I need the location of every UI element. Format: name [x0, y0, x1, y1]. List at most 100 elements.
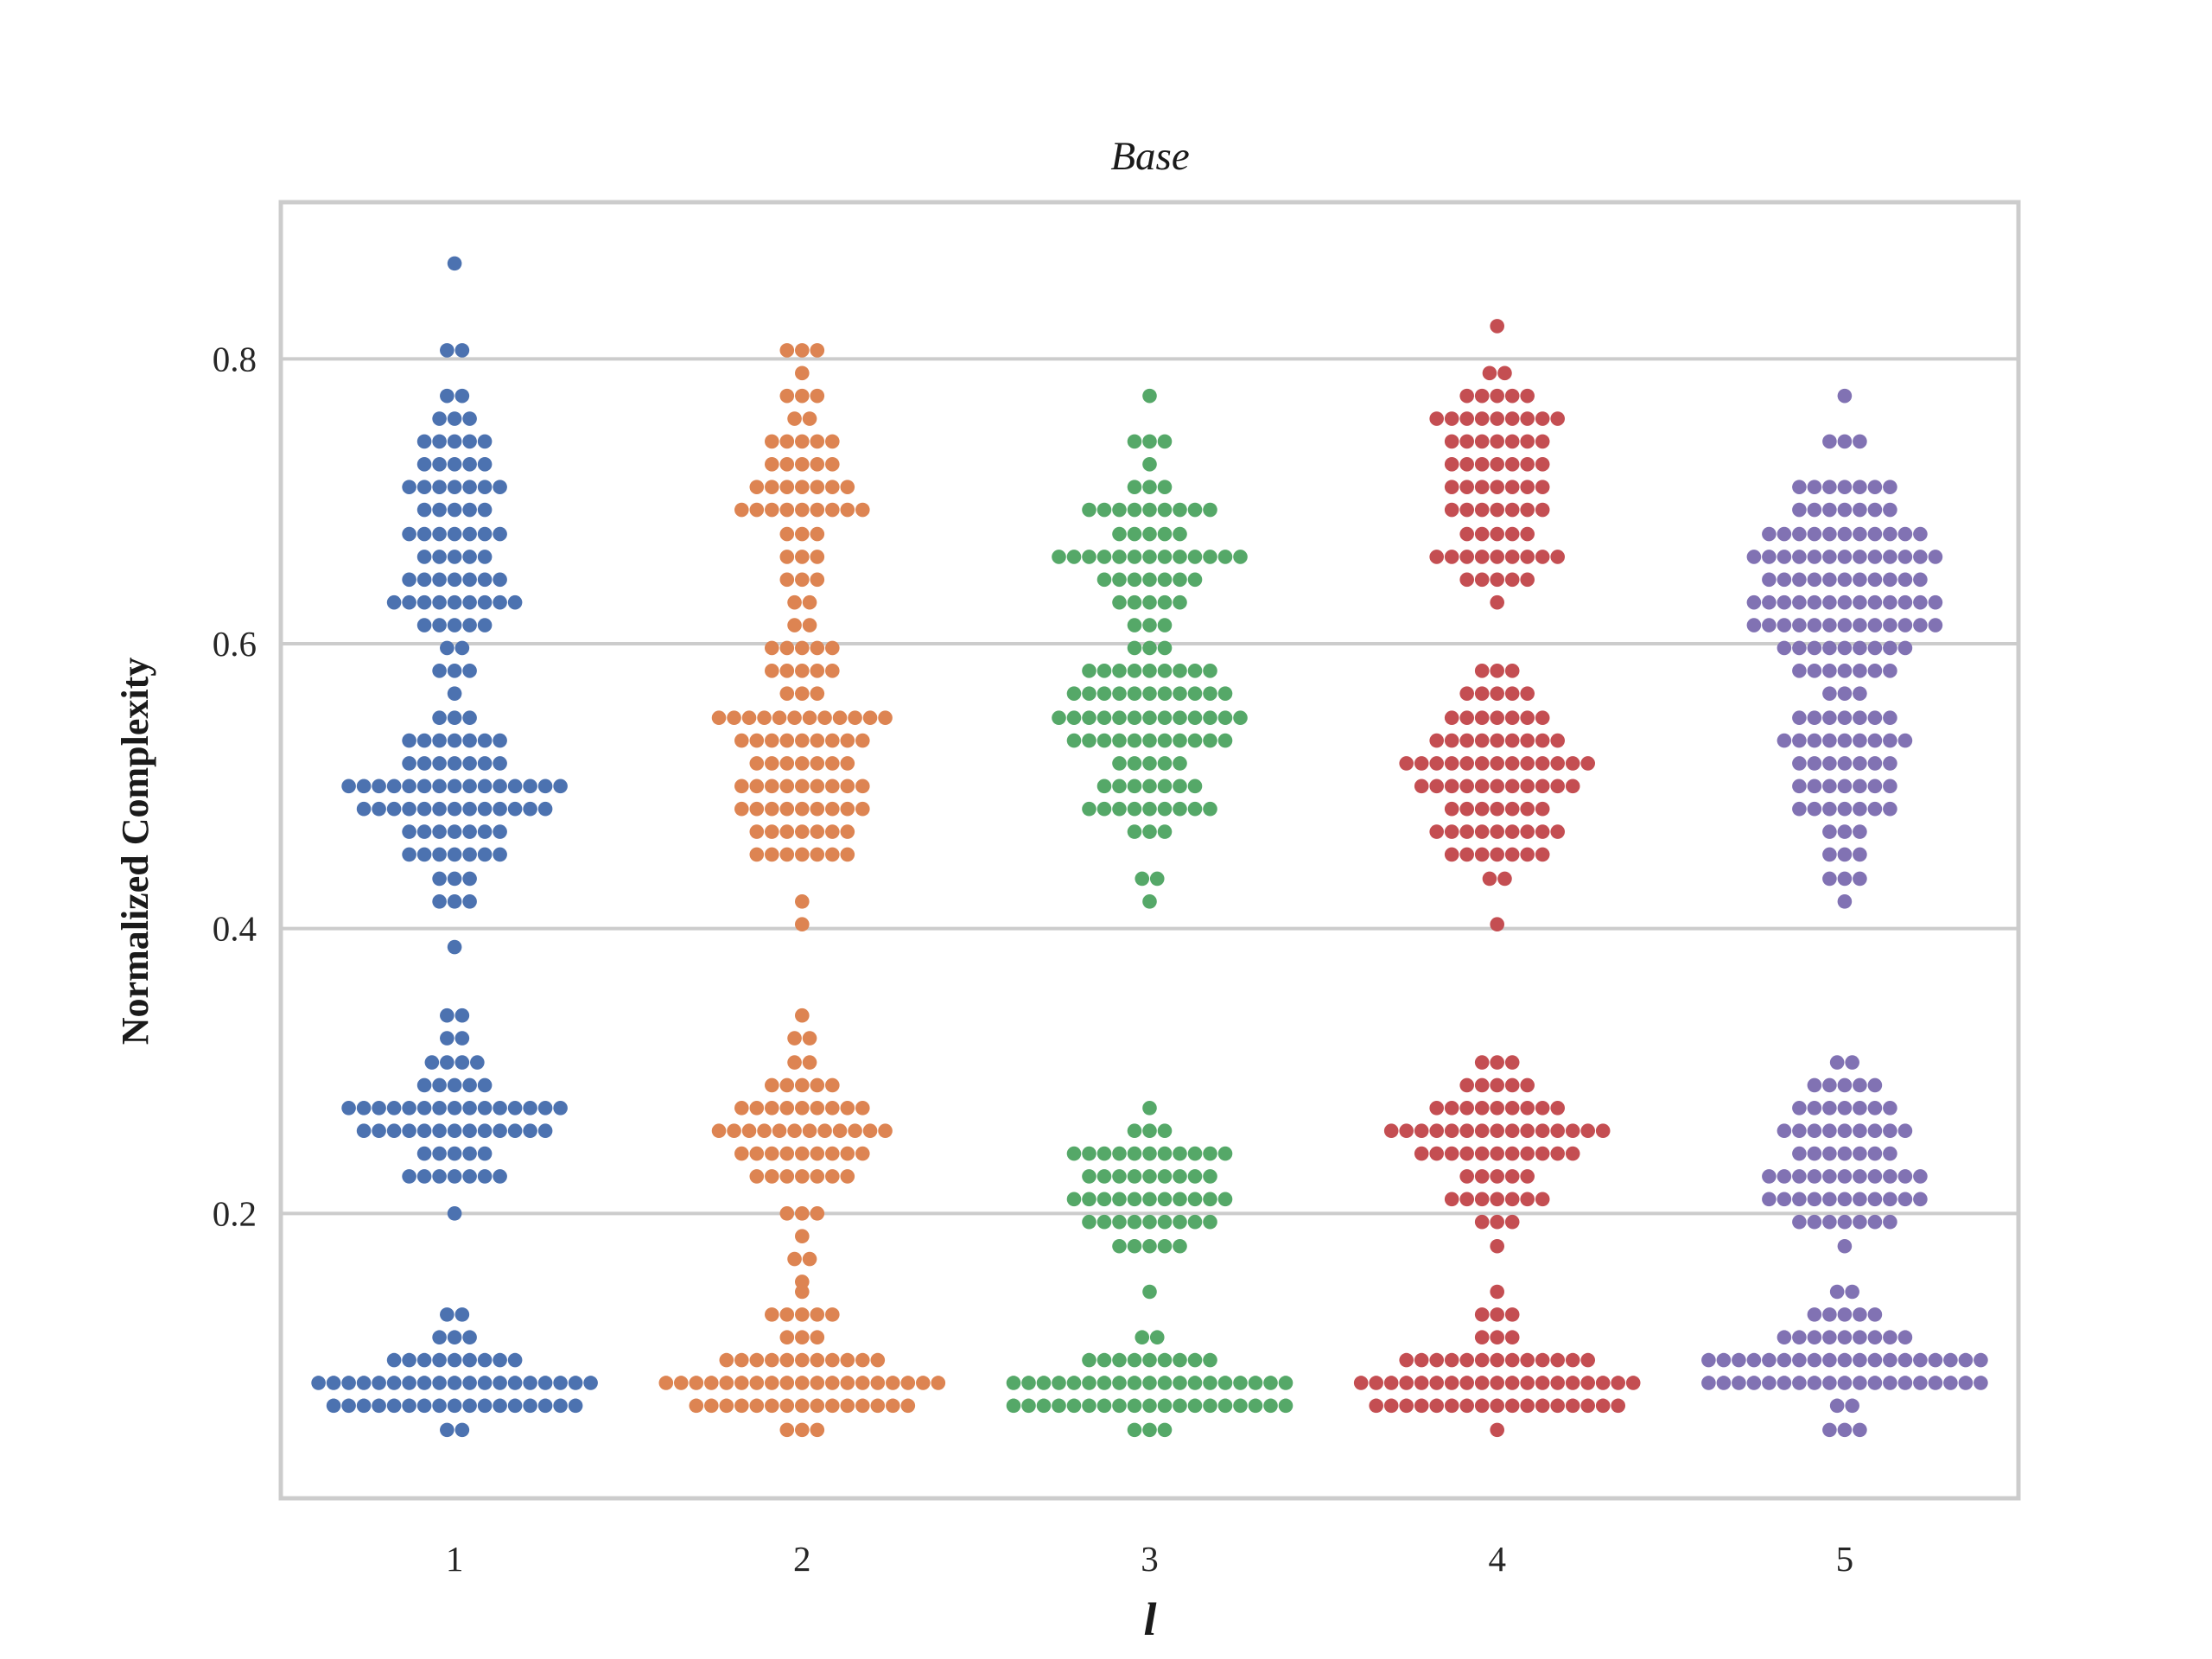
- swarm-point: [1822, 618, 1837, 632]
- swarm-point: [1142, 710, 1157, 726]
- swarm-point: [1036, 1398, 1052, 1414]
- swarm-point: [1807, 1330, 1822, 1345]
- swarm-point: [779, 779, 795, 794]
- swarm-point: [1565, 1123, 1580, 1139]
- swarm-point: [886, 1376, 900, 1390]
- swarm-point: [1867, 572, 1883, 588]
- swarm-point: [1096, 710, 1112, 726]
- swarm-point: [537, 1398, 553, 1414]
- swarm-point: [810, 343, 825, 358]
- swarm-point: [1459, 456, 1474, 472]
- swarm-point: [454, 1007, 470, 1023]
- swarm-point: [772, 710, 787, 726]
- swarm-point: [765, 847, 779, 862]
- swarm-point: [402, 1352, 416, 1368]
- swarm-point: [765, 1398, 779, 1414]
- swarm-point: [1807, 1123, 1822, 1139]
- swarm-point: [1157, 1169, 1173, 1184]
- swarm-point: [440, 1422, 454, 1438]
- swarm-point: [1883, 1169, 1897, 1184]
- swarm-point: [1444, 1192, 1459, 1207]
- swarm-point: [1897, 1169, 1913, 1184]
- swarm-point: [1217, 1398, 1233, 1414]
- swarm-point: [1853, 847, 1867, 862]
- swarm-point: [1459, 502, 1474, 518]
- swarm-point: [878, 710, 893, 726]
- swarm-point: [1142, 1169, 1157, 1184]
- swarm-point: [447, 756, 462, 771]
- swarm-point: [1490, 1123, 1504, 1139]
- swarm-point: [1203, 733, 1217, 748]
- swarm-point: [1278, 1376, 1294, 1390]
- swarm-point: [1187, 1146, 1203, 1161]
- swarm-point: [1157, 824, 1173, 839]
- swarm-point: [825, 1169, 840, 1184]
- swarm-point: [462, 594, 477, 610]
- swarm-point: [477, 824, 493, 839]
- swarm-point: [1490, 502, 1504, 518]
- swarm-point: [1490, 664, 1504, 678]
- swarm-point: [1777, 1376, 1792, 1390]
- swarm-point: [749, 847, 765, 862]
- swarm-point: [1504, 550, 1520, 564]
- swarm-point: [1112, 733, 1127, 748]
- swarm-point: [1278, 1398, 1294, 1414]
- swarm-point: [1867, 1123, 1883, 1139]
- swarm-point: [416, 526, 432, 542]
- swarm-point: [462, 572, 477, 588]
- swarm-point: [341, 1376, 356, 1390]
- swarm-point: [1792, 1352, 1807, 1368]
- swarm-point: [1444, 733, 1459, 748]
- swarm-point: [810, 1101, 825, 1116]
- swarm-point: [462, 871, 477, 887]
- swarm-point: [1746, 594, 1762, 610]
- swarm-point: [1429, 411, 1444, 426]
- swarm-point: [1822, 1330, 1837, 1345]
- swarm-point: [1550, 1101, 1565, 1116]
- swarm-point: [1535, 1398, 1550, 1414]
- swarm-point: [1762, 550, 1777, 564]
- swarm-point: [1845, 1398, 1859, 1414]
- swarm-point: [432, 1330, 447, 1345]
- swarm-point: [825, 801, 840, 817]
- swarm-point: [1429, 1376, 1444, 1390]
- swarm-point: [1474, 526, 1490, 542]
- swarm-point: [1444, 756, 1459, 771]
- swarm-point: [810, 502, 825, 518]
- swarm-point: [1792, 1169, 1807, 1184]
- swarm-point: [1474, 1192, 1490, 1207]
- swarm-point: [1127, 733, 1142, 748]
- swarm-point: [454, 1031, 470, 1046]
- swarm-point: [810, 1206, 825, 1221]
- swarm-point: [1142, 1101, 1157, 1116]
- swarm-point: [432, 1077, 447, 1093]
- swarm-point: [493, 572, 507, 588]
- swarm-point: [1203, 1192, 1217, 1207]
- swarm-point: [447, 502, 462, 518]
- swarm-point: [779, 1146, 795, 1161]
- swarm-point: [1096, 550, 1112, 564]
- swarm-point: [1173, 1238, 1187, 1254]
- swarm-point: [1157, 640, 1173, 656]
- swarm-point: [810, 456, 825, 472]
- swarm-point: [832, 1123, 848, 1139]
- swarm-point: [1792, 756, 1807, 771]
- swarm-point: [1883, 1214, 1897, 1230]
- swarm-point: [1867, 594, 1883, 610]
- swarm-point: [477, 779, 493, 794]
- swarm-point: [1550, 550, 1565, 564]
- swarm-point: [1837, 733, 1853, 748]
- swarm-point: [416, 618, 432, 632]
- swarm-point: [1504, 1398, 1520, 1414]
- swarm-point: [416, 456, 432, 472]
- swarm-point: [689, 1398, 704, 1414]
- swarm-point: [1173, 1376, 1187, 1390]
- swarm-point: [462, 710, 477, 726]
- swarm-point: [1459, 572, 1474, 588]
- swarm-point: [416, 1101, 432, 1116]
- swarm-point: [1883, 801, 1897, 817]
- swarm-point: [795, 1077, 810, 1093]
- swarm-point: [1853, 502, 1867, 518]
- swarm-point: [447, 1101, 462, 1116]
- swarm-point: [1867, 1376, 1883, 1390]
